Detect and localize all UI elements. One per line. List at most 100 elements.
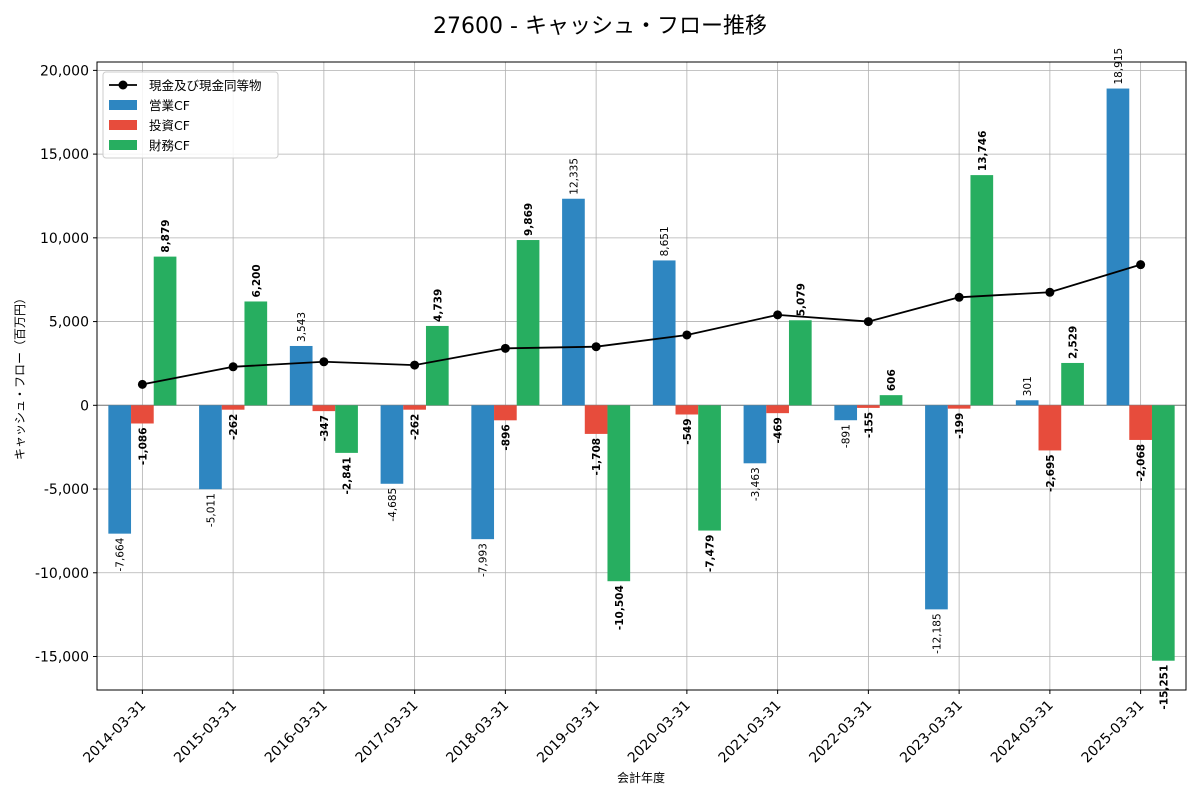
data-label: -347	[319, 415, 331, 441]
y-tick-label: -15,000	[35, 650, 89, 666]
cash-point	[500, 343, 510, 353]
plot-frame	[96, 61, 1187, 691]
y-tick-label: 15,000	[40, 147, 89, 163]
bar-営業CF	[289, 345, 313, 406]
bar-財務CF	[698, 405, 721, 531]
bar-財務CF	[1061, 362, 1084, 406]
cash-point	[682, 330, 692, 340]
bar-投資CF	[1038, 405, 1062, 451]
legend-label: 投資CF	[149, 118, 190, 133]
chart-title: 27600 - キャッシュ・フロー推移	[433, 14, 767, 39]
data-label: -262	[228, 414, 240, 440]
bar-営業CF	[834, 405, 858, 421]
x-axis-label: 会計年度	[617, 770, 665, 785]
data-label: 8,651	[659, 226, 671, 256]
data-label: 12,335	[568, 158, 580, 195]
bar-営業CF	[380, 405, 404, 484]
data-label: -2,068	[1136, 444, 1148, 482]
bar-財務CF	[788, 320, 812, 406]
x-tick-label: 2017-03-31	[353, 698, 422, 767]
data-label: -10,504	[614, 585, 626, 630]
cash-point	[228, 362, 238, 372]
data-label: 4,739	[432, 289, 444, 322]
cash-polyline	[142, 263, 1141, 386]
bar-営業CF	[1106, 88, 1130, 406]
cash-point	[410, 360, 420, 370]
bar-財務CF	[425, 325, 449, 406]
cash-point	[319, 357, 329, 367]
cash-point	[954, 292, 964, 302]
data-label: -7,993	[478, 543, 490, 577]
x-tick-label: 2018-03-31	[443, 698, 512, 767]
cash-point	[773, 310, 783, 320]
data-label: -5,011	[205, 493, 217, 527]
data-label: -469	[773, 417, 785, 443]
x-tick-label: 2019-03-31	[534, 698, 603, 767]
data-label: -155	[863, 412, 875, 438]
bar-営業CF	[925, 405, 948, 610]
x-tick-label: 2025-03-31	[1079, 698, 1148, 767]
data-label: -2,841	[342, 457, 354, 495]
y-tick-label: 10,000	[40, 231, 89, 247]
x-tick-label: 2022-03-31	[806, 698, 875, 767]
bar-財務CF	[879, 395, 903, 406]
data-label: 301	[1022, 376, 1034, 396]
y-axis-label: キャッシュ・フロー（百万円）	[13, 292, 27, 460]
y-tick-label: -10,000	[35, 566, 89, 582]
legend-swatch-marker	[118, 80, 128, 90]
bar-営業CF	[652, 260, 676, 406]
bar-営業CF	[199, 405, 222, 490]
data-label: 8,879	[160, 219, 172, 252]
data-label: -15,251	[1158, 665, 1170, 710]
bar-投資CF	[1129, 405, 1152, 440]
data-label: 606	[886, 369, 898, 391]
bar-投資CF	[947, 405, 971, 409]
legend-box	[102, 71, 279, 159]
bar-営業CF	[471, 405, 495, 540]
x-ticks: 2014-03-31 2015-03-31 2016-03-31 2017-03-31…	[80, 690, 1147, 766]
bar-投資CF	[131, 405, 154, 424]
legend-swatch	[109, 100, 137, 110]
cash-point	[1136, 260, 1146, 270]
legend-label: 財務CF	[149, 138, 190, 153]
bar-投資CF	[312, 405, 336, 412]
bar-投資CF	[494, 405, 517, 421]
y-tick-label: 20,000	[40, 63, 89, 79]
legend-label: 営業CF	[149, 98, 190, 113]
bar-投資CF	[766, 405, 789, 414]
data-label: 6,200	[251, 264, 263, 297]
bar-財務CF	[607, 405, 631, 582]
data-label: -891	[841, 424, 853, 448]
bar-財務CF	[516, 240, 540, 406]
x-tick-label: 2016-03-31	[262, 698, 331, 767]
x-tick-label: 2021-03-31	[716, 698, 785, 767]
bar-財務CF	[1151, 405, 1175, 661]
bar-営業CF	[108, 405, 132, 534]
bar-営業CF	[1015, 400, 1039, 406]
x-tick-label: 2020-03-31	[625, 698, 694, 767]
data-label: -1,708	[591, 438, 603, 476]
data-label: -199	[954, 413, 966, 439]
x-tick-label: 2014-03-31	[80, 698, 149, 767]
y-tick-label: -5,000	[44, 482, 89, 498]
data-label: 9,869	[523, 203, 535, 236]
data-label: -896	[500, 424, 512, 450]
bar-財務CF	[335, 405, 358, 453]
x-tick-label: 2015-03-31	[171, 698, 240, 767]
bar-営業CF	[562, 198, 585, 406]
data-label: -2,695	[1045, 454, 1057, 492]
bar-財務CF	[153, 256, 177, 406]
cash-point	[863, 317, 873, 327]
bar-営業CF	[743, 405, 767, 464]
bar-投資CF	[857, 405, 880, 408]
y-tick-label: 0	[80, 398, 89, 414]
bar-財務CF	[970, 175, 994, 406]
bar-投資CF	[675, 405, 699, 415]
data-label: 3,543	[296, 312, 308, 342]
bars	[108, 88, 1175, 661]
grid	[97, 62, 1186, 690]
data-label: 2,529	[1068, 326, 1080, 359]
data-label: 18,915	[1113, 48, 1125, 85]
cash-point	[1045, 287, 1055, 297]
